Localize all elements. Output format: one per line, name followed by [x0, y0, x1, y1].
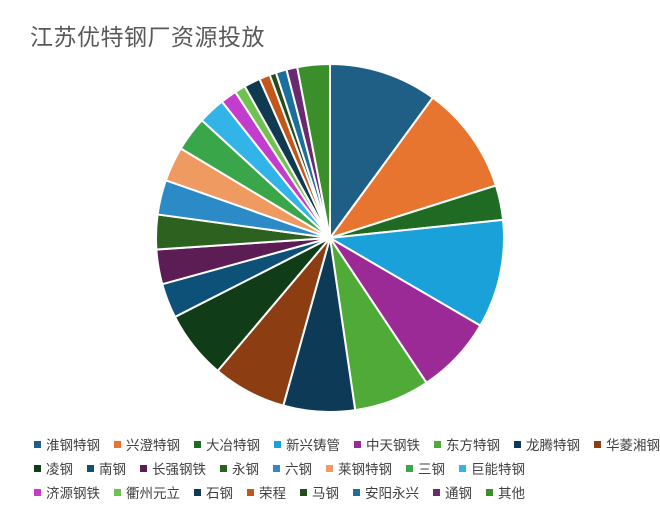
legend-swatch	[34, 440, 41, 448]
legend-item: 华菱湘钢	[594, 434, 660, 454]
legend-item: 兴澄特钢	[114, 434, 180, 454]
legend-label: 新兴铸管	[286, 438, 340, 454]
legend-item: 长强钢铁	[140, 458, 206, 478]
legend-label: 凌钢	[46, 462, 73, 478]
legend-label: 六钢	[285, 462, 312, 478]
legend-item: 东方特钢	[434, 434, 500, 454]
legend-swatch	[486, 488, 493, 496]
legend-swatch	[514, 440, 521, 448]
legend-swatch	[140, 464, 147, 472]
legend-swatch	[433, 488, 440, 496]
legend-item: 荣程	[247, 482, 286, 502]
legend-label: 华菱湘钢	[606, 438, 660, 454]
legend-swatch	[273, 464, 280, 472]
pie-chart	[155, 62, 505, 413]
legend-swatch	[34, 488, 41, 496]
legend-label: 通钢	[445, 486, 472, 502]
legend-item: 通钢	[433, 482, 472, 502]
legend-swatch	[326, 464, 333, 472]
legend-label: 荣程	[259, 486, 286, 502]
legend-label: 石钢	[206, 486, 233, 502]
legend-swatch	[406, 464, 413, 472]
legend-label: 安阳永兴	[365, 486, 419, 502]
pie-slice-23	[296, 62, 331, 239]
legend-label: 东方特钢	[446, 438, 500, 454]
legend-item: 石钢	[194, 482, 233, 502]
legend-swatch	[114, 488, 121, 496]
legend-label: 龙腾特钢	[526, 438, 580, 454]
legend-swatch	[194, 488, 201, 496]
legend-label: 马钢	[312, 486, 339, 502]
legend-label: 淮钢特钢	[46, 438, 100, 454]
legend-item: 新兴铸管	[274, 434, 340, 454]
legend-item: 其他	[486, 482, 525, 502]
legend-swatch	[87, 464, 94, 472]
legend-item: 六钢	[273, 458, 312, 478]
legend-label: 南钢	[99, 462, 126, 478]
legend-swatch	[594, 440, 601, 448]
legend-label: 中天钢铁	[366, 438, 420, 454]
legend-row: 淮钢特钢 兴澄特钢 大冶特钢 新兴铸管 中天钢铁 东方特钢 龙腾特钢 华菱湘钢	[34, 432, 660, 456]
legend-swatch	[194, 440, 201, 448]
chart-title: 江苏优特钢厂资源投放	[30, 25, 265, 51]
legend-label: 其他	[498, 486, 525, 502]
legend-label: 莱钢特钢	[338, 462, 392, 478]
legend-item: 中天钢铁	[354, 434, 420, 454]
legend-label: 长强钢铁	[152, 462, 206, 478]
legend-swatch	[354, 440, 361, 448]
legend-label: 巨能特钢	[471, 462, 525, 478]
legend-item: 南钢	[87, 458, 126, 478]
legend-item: 济源钢铁	[34, 482, 100, 502]
legend-row: 凌钢 南钢 长强钢铁 永钢 六钢 莱钢特钢 三钢 巨能特钢	[34, 456, 654, 480]
legend-swatch	[34, 464, 41, 472]
legend-item: 凌钢	[34, 458, 73, 478]
legend-label: 永钢	[232, 462, 259, 478]
pie-slice-1	[327, 96, 498, 240]
legend-item: 淮钢特钢	[34, 434, 100, 454]
legend-label: 衢州元立	[126, 486, 180, 502]
legend-swatch	[434, 440, 441, 448]
legend-item: 莱钢特钢	[326, 458, 392, 478]
legend-item: 衢州元立	[114, 482, 180, 502]
legend-label: 三钢	[418, 462, 445, 478]
chart-legend: 淮钢特钢 兴澄特钢 大冶特钢 新兴铸管 中天钢铁 东方特钢 龙腾特钢 华菱湘钢凌钢 南钢 长强钢铁…	[34, 432, 660, 504]
legend-label: 大冶特钢	[206, 438, 260, 454]
legend-label: 济源钢铁	[46, 486, 100, 502]
legend-item: 巨能特钢	[459, 458, 525, 478]
pie-slice-3	[326, 218, 505, 327]
legend-row: 济源钢铁 衢州元立 石钢 荣程 马钢 安阳永兴 通钢 其他	[34, 480, 654, 504]
legend-swatch	[459, 464, 466, 472]
legend-item: 三钢	[406, 458, 445, 478]
legend-swatch	[247, 488, 254, 496]
legend-swatch	[220, 464, 227, 472]
legend-item: 大冶特钢	[194, 434, 260, 454]
pie-slice-0	[329, 62, 435, 242]
legend-item: 安阳永兴	[353, 482, 419, 502]
legend-item: 龙腾特钢	[514, 434, 580, 454]
legend-swatch	[274, 440, 281, 448]
legend-swatch	[300, 488, 307, 496]
legend-label: 兴澄特钢	[126, 438, 180, 454]
legend-item: 马钢	[300, 482, 339, 502]
legend-swatch	[114, 440, 121, 448]
legend-item: 永钢	[220, 458, 259, 478]
legend-swatch	[353, 488, 360, 496]
